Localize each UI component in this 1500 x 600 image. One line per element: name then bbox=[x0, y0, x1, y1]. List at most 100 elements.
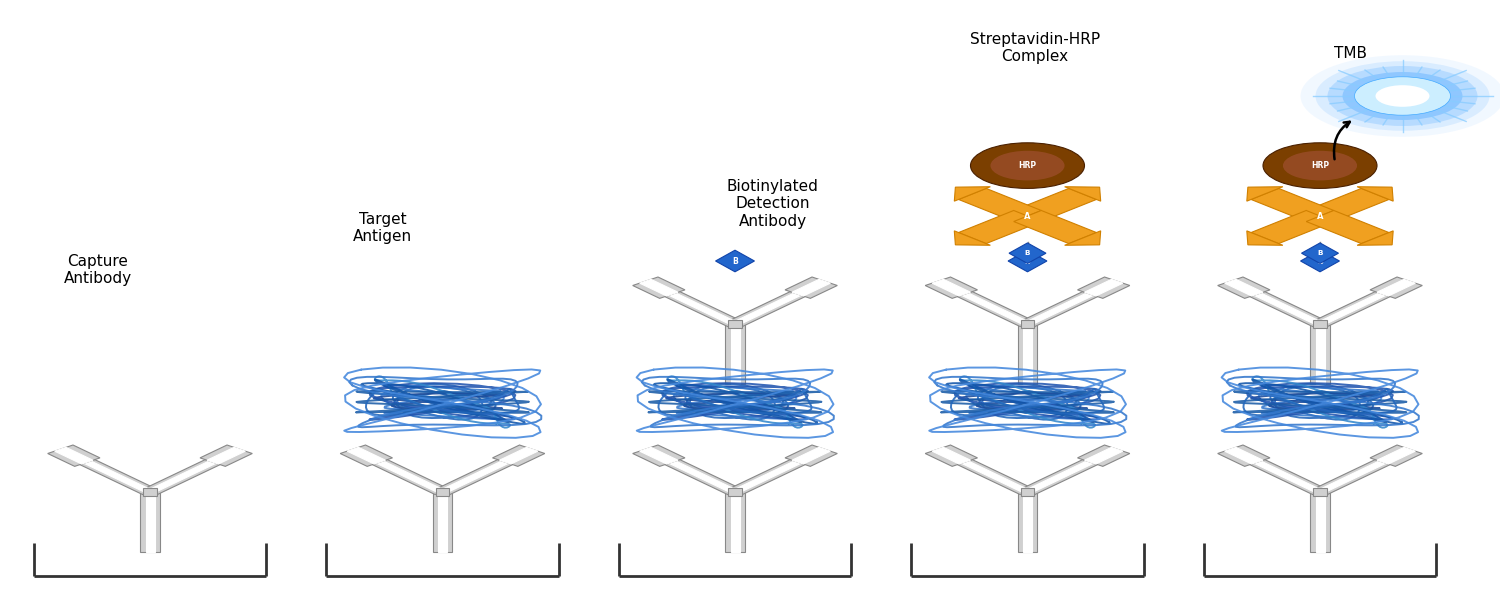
Polygon shape bbox=[500, 448, 538, 464]
Polygon shape bbox=[1312, 460, 1390, 494]
Polygon shape bbox=[146, 492, 154, 552]
Text: Target
Antigen: Target Antigen bbox=[352, 212, 413, 244]
Polygon shape bbox=[1084, 280, 1124, 296]
Polygon shape bbox=[958, 188, 1041, 221]
Text: B: B bbox=[1024, 250, 1030, 256]
Polygon shape bbox=[1065, 187, 1101, 201]
Polygon shape bbox=[664, 460, 742, 494]
Polygon shape bbox=[726, 324, 744, 384]
Polygon shape bbox=[376, 461, 446, 493]
Polygon shape bbox=[932, 448, 970, 464]
Polygon shape bbox=[147, 461, 216, 493]
Polygon shape bbox=[438, 492, 447, 552]
Polygon shape bbox=[1254, 461, 1323, 493]
Polygon shape bbox=[346, 448, 386, 464]
Polygon shape bbox=[669, 461, 738, 493]
Polygon shape bbox=[716, 250, 754, 272]
Polygon shape bbox=[664, 292, 742, 326]
Bar bbox=[1022, 320, 1035, 328]
Polygon shape bbox=[732, 461, 801, 493]
Circle shape bbox=[1282, 151, 1358, 181]
Polygon shape bbox=[639, 448, 678, 464]
Polygon shape bbox=[1250, 292, 1328, 326]
Text: B: B bbox=[1317, 250, 1323, 256]
Bar bbox=[1314, 320, 1326, 328]
Polygon shape bbox=[1317, 293, 1386, 325]
Polygon shape bbox=[926, 445, 978, 466]
Polygon shape bbox=[958, 211, 1041, 244]
Polygon shape bbox=[957, 292, 1035, 326]
Polygon shape bbox=[80, 460, 158, 494]
Text: Capture
Antibody: Capture Antibody bbox=[63, 254, 132, 286]
Bar bbox=[144, 488, 156, 496]
Polygon shape bbox=[1024, 461, 1094, 493]
Polygon shape bbox=[669, 293, 738, 325]
Bar bbox=[1314, 488, 1326, 496]
Text: TMB: TMB bbox=[1334, 46, 1366, 61]
Polygon shape bbox=[962, 293, 1030, 325]
Polygon shape bbox=[726, 492, 744, 552]
Polygon shape bbox=[141, 492, 160, 552]
Polygon shape bbox=[1316, 324, 1324, 384]
Polygon shape bbox=[1370, 445, 1422, 466]
Circle shape bbox=[1342, 72, 1462, 120]
Circle shape bbox=[1263, 143, 1377, 188]
Polygon shape bbox=[54, 448, 93, 464]
Polygon shape bbox=[728, 460, 806, 494]
Polygon shape bbox=[1218, 445, 1270, 466]
Polygon shape bbox=[1358, 231, 1394, 245]
Polygon shape bbox=[1250, 460, 1328, 494]
Text: HRP: HRP bbox=[1311, 161, 1329, 170]
Polygon shape bbox=[639, 280, 678, 296]
Polygon shape bbox=[926, 277, 978, 298]
Circle shape bbox=[1376, 85, 1429, 107]
Polygon shape bbox=[1065, 231, 1101, 245]
Polygon shape bbox=[48, 445, 100, 466]
Polygon shape bbox=[1020, 460, 1098, 494]
Polygon shape bbox=[1312, 292, 1390, 326]
Text: B: B bbox=[732, 257, 738, 265]
Circle shape bbox=[1316, 61, 1490, 131]
Bar bbox=[729, 320, 741, 328]
Polygon shape bbox=[932, 280, 970, 296]
Circle shape bbox=[990, 151, 1065, 181]
Polygon shape bbox=[1008, 250, 1047, 272]
Polygon shape bbox=[732, 293, 801, 325]
Polygon shape bbox=[1084, 448, 1124, 464]
Polygon shape bbox=[1218, 277, 1270, 298]
Polygon shape bbox=[1251, 188, 1334, 221]
Polygon shape bbox=[1077, 445, 1130, 466]
Polygon shape bbox=[1306, 188, 1389, 221]
Polygon shape bbox=[1246, 231, 1282, 245]
Polygon shape bbox=[200, 445, 252, 466]
Text: HRP: HRP bbox=[1019, 161, 1036, 170]
Polygon shape bbox=[784, 277, 837, 298]
Polygon shape bbox=[728, 292, 806, 326]
Polygon shape bbox=[784, 445, 837, 466]
Polygon shape bbox=[730, 324, 740, 384]
Circle shape bbox=[1354, 77, 1450, 115]
Polygon shape bbox=[1317, 461, 1386, 493]
Polygon shape bbox=[142, 460, 220, 494]
Polygon shape bbox=[1306, 211, 1389, 244]
Text: B: B bbox=[1317, 257, 1323, 265]
Polygon shape bbox=[84, 461, 153, 493]
Polygon shape bbox=[792, 280, 831, 296]
Polygon shape bbox=[440, 461, 509, 493]
Polygon shape bbox=[1377, 280, 1416, 296]
Polygon shape bbox=[1224, 280, 1263, 296]
Polygon shape bbox=[1311, 492, 1329, 552]
Polygon shape bbox=[962, 461, 1030, 493]
Polygon shape bbox=[1019, 324, 1038, 384]
Text: A: A bbox=[1317, 212, 1323, 221]
Polygon shape bbox=[435, 460, 513, 494]
Text: B: B bbox=[1024, 257, 1030, 265]
Text: Streptavidin-HRP
Complex: Streptavidin-HRP Complex bbox=[970, 32, 1100, 64]
Polygon shape bbox=[633, 445, 686, 466]
Text: A: A bbox=[1024, 212, 1030, 221]
Polygon shape bbox=[1024, 293, 1094, 325]
Polygon shape bbox=[1023, 324, 1032, 384]
Polygon shape bbox=[1377, 448, 1416, 464]
Polygon shape bbox=[1251, 211, 1334, 244]
Polygon shape bbox=[1370, 277, 1422, 298]
